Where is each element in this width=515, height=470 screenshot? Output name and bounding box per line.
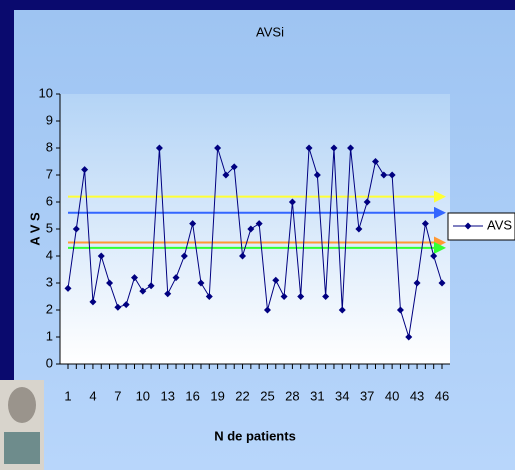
point — [338, 306, 346, 314]
point — [230, 163, 238, 171]
point — [330, 144, 338, 152]
point — [247, 225, 255, 233]
x-tick-label: 16 — [185, 388, 199, 403]
point — [139, 287, 147, 295]
x-tick-label: 19 — [210, 388, 224, 403]
point — [322, 293, 330, 300]
x-tick-label: 1 — [64, 388, 71, 403]
photo-object — [4, 432, 40, 464]
point — [81, 166, 89, 174]
y-tick-label: 5 — [46, 220, 53, 235]
point — [355, 225, 363, 233]
y-tick-label: 2 — [46, 301, 53, 316]
point — [347, 144, 355, 152]
x-tick-label: 4 — [89, 388, 96, 403]
point — [413, 279, 421, 287]
x-tick-label: 13 — [160, 388, 174, 403]
photo-figure — [8, 387, 36, 423]
series-line — [67, 147, 443, 338]
point — [438, 279, 446, 287]
point — [405, 333, 413, 341]
point — [363, 198, 371, 206]
point — [396, 306, 404, 314]
point — [147, 282, 155, 290]
y-axis-label: A V S — [27, 212, 42, 246]
point — [122, 301, 130, 309]
y-tick-label: 0 — [46, 355, 53, 370]
point — [288, 198, 296, 206]
plot-area — [60, 94, 450, 364]
point — [114, 303, 122, 311]
point — [297, 293, 305, 300]
point — [164, 290, 172, 298]
y-tick-label: 8 — [46, 139, 53, 154]
point — [239, 252, 247, 260]
point — [64, 284, 72, 292]
point — [180, 252, 188, 260]
x-tick-label: 46 — [435, 388, 449, 403]
x-tick-label: 22 — [235, 388, 249, 403]
point — [106, 279, 114, 287]
point — [97, 252, 105, 260]
point — [305, 144, 313, 152]
x-tick-label: 28 — [285, 388, 299, 403]
point — [372, 158, 380, 165]
point — [222, 171, 230, 179]
x-tick-label: 40 — [385, 388, 399, 403]
point — [205, 293, 213, 300]
chart-title: AVSi — [256, 24, 284, 39]
y-tick-label: 3 — [46, 274, 53, 289]
point — [72, 225, 80, 233]
point — [155, 144, 163, 152]
x-tick-label: 31 — [310, 388, 324, 403]
point — [388, 171, 396, 179]
point — [189, 220, 197, 228]
point — [214, 144, 222, 152]
x-tick-label: 34 — [335, 388, 349, 403]
y-tick-label: 9 — [46, 112, 53, 127]
x-tick-label: 43 — [410, 388, 424, 403]
point — [89, 298, 97, 306]
x-tick-label: 25 — [260, 388, 274, 403]
point — [263, 306, 271, 314]
point — [430, 252, 438, 260]
point — [313, 171, 321, 179]
y-tick-label: 6 — [46, 193, 53, 208]
x-tick-label: 10 — [136, 388, 150, 403]
x-tick-label: 37 — [360, 388, 374, 403]
point — [197, 279, 205, 287]
x-axis-label: N de patients — [214, 428, 296, 443]
y-tick-label: 7 — [46, 166, 53, 181]
point — [280, 293, 288, 300]
y-tick-label: 4 — [46, 247, 53, 262]
point — [380, 171, 388, 179]
legend-marker — [464, 222, 472, 230]
point — [421, 220, 429, 228]
y-tick-label: 10 — [39, 85, 53, 100]
x-tick-label: 7 — [114, 388, 121, 403]
point — [172, 274, 180, 282]
legend-label: AVS — [487, 217, 512, 232]
point — [272, 276, 280, 284]
point — [255, 220, 263, 228]
y-tick-label: 1 — [46, 328, 53, 343]
point — [130, 274, 138, 282]
